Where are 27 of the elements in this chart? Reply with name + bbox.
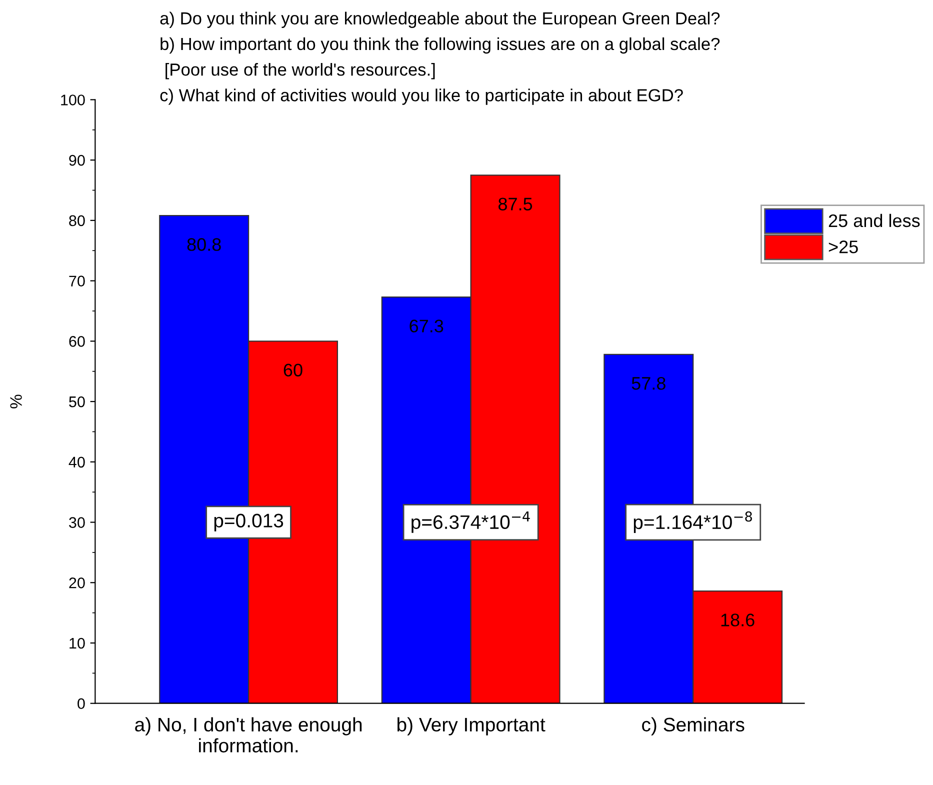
annotation: p=1.164*10$^{−8}$ [634,511,752,533]
y-tick-label: 0 [78,698,85,710]
y-tick-label: 70 [69,276,85,286]
y-tick-label: 50 [69,396,85,408]
y-tick-label: 90 [69,154,85,166]
data-label: 18.6 [721,614,754,626]
data-label: 57.8 [632,376,666,390]
data-label: 87.5 [498,198,532,210]
x-tick-label: c) Seminars [642,717,744,736]
data-label: 67.3 [410,320,444,332]
annotation: p=0.013 [214,514,284,532]
legend-label: 25 and less [828,214,920,228]
y-axis-title: % [10,394,22,408]
data-label: 80.8 [187,238,221,251]
y-tick-label: 100 [61,94,85,106]
chart-title: a) Do you think you are knowledgeable about the European Green Deal? b) How important do you think the following issues are on a global scale? [Poor use of the world's resources.] c) What kind of activities would you like to participate in about EGD? [160,12,720,105]
y-tick-label: 30 [69,517,85,528]
x-tick-label: a) No, I don't have enough information. [135,717,362,752]
annotation: p=6.374*10$^{−4}$ [412,511,530,533]
x-tick-label: b) Very Important [398,717,546,736]
legend-label: >25 [828,240,858,254]
y-tick-label: 20 [69,577,85,588]
y-tick-label: 10 [70,638,85,649]
y-tick-label: 40 [68,456,85,468]
data-label: 60 [284,364,302,376]
y-tick-label: 80 [69,215,85,226]
y-tick-label: 60 [69,336,85,347]
